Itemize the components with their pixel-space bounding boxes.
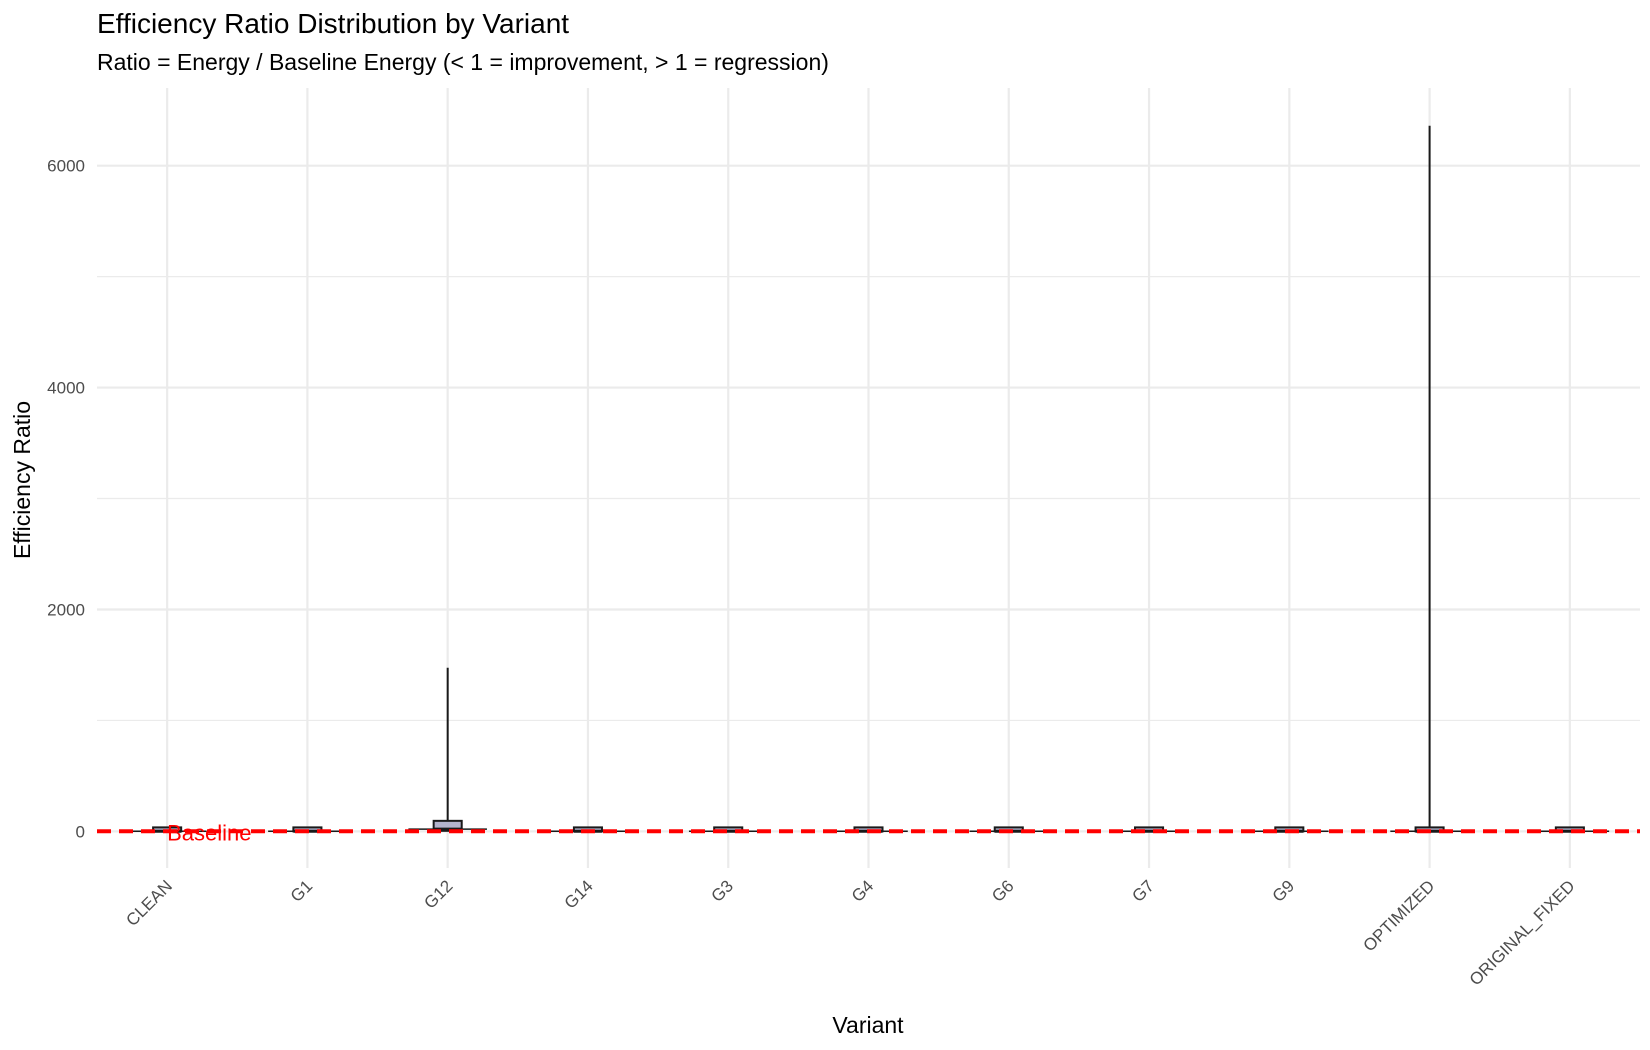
axis-labels-layer: 0 2000 4000 6000 CLEAN G1 G12 G14 G3 G4 G6 G7 G9 OPTI… — [47, 157, 1579, 990]
x-tick-label: G3 — [708, 876, 737, 905]
grid-layer — [97, 88, 1640, 868]
y-axis-title: Efficiency Ratio — [9, 401, 35, 559]
y-tick-label: 6000 — [47, 157, 85, 176]
x-tick-label: G4 — [848, 876, 877, 905]
reference-line-layer: Baseline — [97, 820, 1640, 845]
x-tick-label: CLEAN — [122, 876, 176, 930]
x-tick-label: G9 — [1269, 876, 1298, 905]
x-tick-label: ORIGINAL_FIXED — [1466, 876, 1579, 989]
y-tick-label: 0 — [76, 822, 85, 841]
y-tick-label: 2000 — [47, 600, 85, 619]
box-optimized — [1390, 125, 1469, 833]
x-axis-title: Variant — [832, 1012, 904, 1038]
x-tick-label: G14 — [561, 876, 597, 912]
box-g12 — [408, 667, 487, 832]
baseline-label: Baseline — [167, 820, 251, 845]
x-tick-label: G6 — [988, 876, 1017, 905]
box-rect — [432, 819, 463, 832]
x-tick-label: G7 — [1128, 876, 1157, 905]
chart-title: Efficiency Ratio Distribution by Variant — [97, 8, 569, 39]
x-tick-label: G1 — [287, 876, 316, 905]
chart-subtitle: Ratio = Energy / Baseline Energy (< 1 = … — [97, 49, 829, 75]
x-tick-label: OPTIMIZED — [1360, 876, 1439, 955]
x-tick-label: G12 — [420, 876, 456, 912]
y-tick-label: 4000 — [47, 379, 85, 398]
